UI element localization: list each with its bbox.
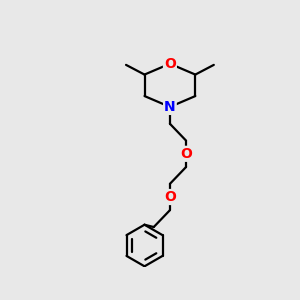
Text: O: O bbox=[180, 147, 192, 161]
Text: O: O bbox=[164, 57, 176, 71]
Text: N: N bbox=[164, 100, 176, 114]
Text: O: O bbox=[164, 190, 176, 204]
